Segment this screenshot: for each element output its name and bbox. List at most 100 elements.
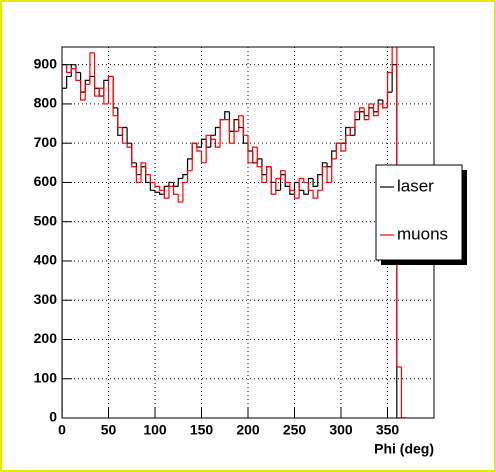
histogram-bin (270, 166, 276, 195)
histogram-bin (107, 75, 114, 104)
x-tick-label: 200 (236, 422, 260, 438)
histogram-bin (131, 147, 137, 168)
histogram-bin (159, 186, 165, 191)
histogram-bin (400, 366, 407, 418)
histogram-bin (186, 158, 193, 175)
x-tick-label: 150 (190, 422, 214, 438)
histogram-bin (214, 126, 221, 136)
histogram-bin (303, 190, 309, 195)
histogram-bin (168, 181, 174, 187)
histogram-bin (177, 194, 183, 203)
histogram-bin (103, 88, 109, 105)
histogram-bin (349, 126, 355, 136)
histogram-bin (335, 142, 341, 159)
histogram-bin (312, 178, 318, 187)
histogram-bin (159, 192, 165, 195)
y-tick-label: 400 (34, 252, 58, 268)
histogram-bin (98, 87, 104, 97)
histogram-bin (303, 178, 309, 184)
histogram-bin (196, 143, 202, 152)
histogram-bin (140, 162, 146, 183)
histogram-bin (252, 146, 258, 163)
histogram-bin (84, 83, 90, 100)
histogram-bin (242, 115, 248, 136)
x-tick-label: 250 (283, 422, 307, 438)
histogram-bin (89, 52, 95, 85)
x-axis-title: Phi (deg) (374, 441, 434, 457)
histogram-bin (396, 47, 402, 368)
histogram-bin (386, 71, 393, 108)
legend-box (375, 164, 463, 261)
histogram-bin (112, 76, 118, 117)
y-tick-label: 500 (34, 212, 58, 228)
histogram-bin (289, 182, 295, 191)
histogram-bin (391, 47, 393, 73)
y-tick-label: 100 (34, 369, 58, 385)
histogram-bin (275, 177, 281, 195)
y-tick-label: 200 (34, 330, 58, 346)
histogram-bin (177, 177, 183, 187)
histogram-bin (93, 52, 100, 97)
histogram-bin (210, 135, 216, 140)
histogram-bin (70, 67, 76, 73)
histogram-bin (200, 138, 207, 148)
histogram-bin (321, 166, 328, 191)
histogram-bin (233, 130, 239, 144)
histogram-bin (317, 189, 323, 199)
histogram-bin (126, 143, 132, 148)
x-tick-label: 300 (329, 422, 353, 438)
histogram-bin (121, 127, 128, 144)
histogram-bin (298, 177, 304, 199)
histogram-bin (228, 119, 235, 144)
histogram-bin (224, 111, 230, 120)
y-tick-label: 900 (34, 55, 58, 71)
histogram-bin (293, 190, 300, 199)
histogram-bin (80, 80, 86, 101)
histogram-bin (154, 190, 160, 193)
histogram-bin (66, 75, 72, 89)
histogram-bin (340, 143, 346, 152)
histogram-bin (219, 119, 225, 148)
y-tick-label: 800 (34, 95, 58, 111)
y-tick-label: 600 (34, 173, 58, 189)
x-tick-label: 0 (58, 422, 66, 438)
histogram-bin (145, 162, 151, 176)
y-tick-label: 0 (49, 409, 57, 425)
histogram-bin (182, 181, 188, 203)
histogram-bin (200, 151, 207, 164)
legend-label: muons (397, 224, 448, 243)
histogram-bin (284, 170, 290, 184)
histogram-bin (279, 170, 286, 179)
histogram-bin (62, 87, 67, 418)
histogram-bin (163, 190, 169, 199)
legend-label: laser (397, 176, 434, 195)
histogram-bin (173, 186, 179, 195)
histogram-bin (382, 103, 388, 109)
histogram-bin (312, 190, 318, 199)
y-tick-label: 300 (34, 291, 58, 307)
histogram-bin (331, 158, 337, 183)
histogram-bin (149, 182, 155, 191)
legend: laser muons (375, 164, 467, 265)
histogram-bin (238, 115, 244, 132)
y-tick-label: 700 (34, 134, 58, 150)
histogram-bin (191, 142, 197, 171)
histogram-bin (117, 115, 123, 129)
histogram-bin (261, 166, 267, 184)
histogram-bin (154, 182, 160, 187)
histogram-bin (307, 182, 314, 191)
histogram-bin (372, 103, 379, 117)
x-tick-label: 350 (376, 422, 400, 438)
histogram-bin (363, 107, 369, 121)
histogram-bin (135, 166, 142, 184)
histogram-bin (359, 107, 365, 112)
histogram-bin (266, 166, 272, 183)
plot-area (62, 47, 407, 418)
histogram-bin (345, 134, 351, 152)
histogram-bin (377, 103, 383, 116)
histogram-bin (186, 170, 193, 183)
histogram-bin (368, 103, 374, 120)
histogram-bin (66, 64, 72, 74)
